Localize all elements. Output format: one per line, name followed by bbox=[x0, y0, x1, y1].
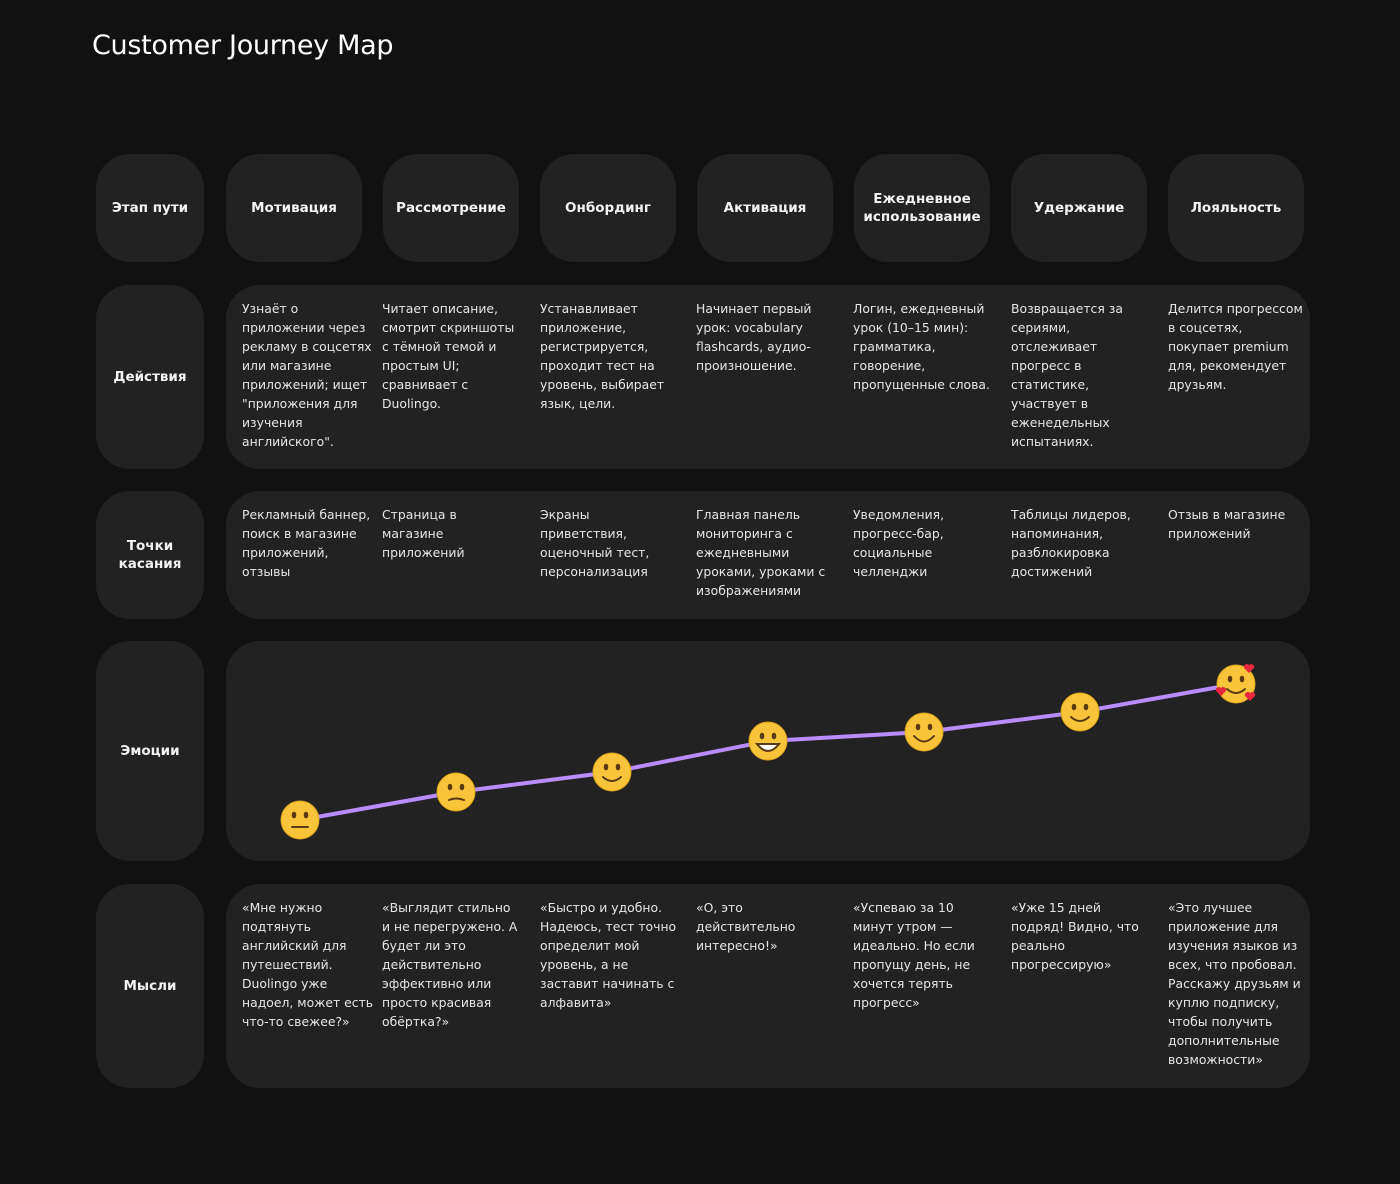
emoji-face bbox=[280, 800, 320, 840]
emoji-eye bbox=[771, 732, 777, 740]
cell-text: «Мне нужно подтянуть английский для путе… bbox=[242, 900, 374, 1029]
row-label: Точки касания bbox=[96, 491, 204, 619]
emoji-heart bbox=[1243, 664, 1255, 673]
emoji-face bbox=[748, 721, 788, 761]
stage-card: Мотивация bbox=[226, 154, 362, 262]
emoji-face bbox=[904, 712, 944, 752]
cell-text: Узнаёт о приложении через рекламу в соцс… bbox=[242, 301, 372, 449]
cell-text: Логин, ежедневный урок (10–15 мин): грам… bbox=[853, 301, 990, 392]
cell-text: «О, это действительно интересно!» bbox=[696, 900, 796, 953]
emoji-mouth bbox=[913, 735, 935, 743]
stage-card: Рассмотрение bbox=[383, 154, 519, 262]
emoji-mouth bbox=[602, 776, 622, 782]
cell-text: Рекламный баннер, поиск в магазине прило… bbox=[242, 507, 371, 579]
cell-text: Читает описание, смотрит скриншоты с тём… bbox=[382, 301, 515, 411]
cell-text: Главная панель мониторинга с ежедневными… bbox=[696, 507, 826, 598]
emoji-heart bbox=[1215, 687, 1227, 696]
stage-card: Онбординг bbox=[540, 154, 676, 262]
emoji-eye bbox=[615, 763, 621, 771]
title: Customer Journey Map bbox=[92, 30, 394, 61]
row-label: Действия bbox=[96, 285, 204, 469]
stage-label: Этап пути bbox=[96, 154, 204, 262]
cell-text: «Это лучшее приложение для изучения язык… bbox=[1168, 900, 1301, 1067]
emoji-eye bbox=[915, 723, 921, 731]
cell-text: «Успеваю за 10 минут утром — идеально. Н… bbox=[853, 900, 975, 1010]
emoji-eye bbox=[303, 811, 309, 819]
emoji-eye bbox=[759, 732, 765, 740]
cell-text: «Уже 15 дней подряд! Видно, что реально … bbox=[1011, 900, 1139, 972]
cell-text: Уведомления, прогресс-бар, социальные че… bbox=[853, 507, 945, 579]
stage-card: Ежедневное использование bbox=[854, 154, 990, 262]
cell-text: Устанавливает приложение, регистрируется… bbox=[540, 301, 665, 411]
emoji-eye bbox=[291, 811, 297, 819]
cell-text: Делится прогрессом в соцсетях, покупает … bbox=[1168, 301, 1303, 392]
emoji-mouth bbox=[1070, 716, 1090, 722]
emoji-eye bbox=[1071, 703, 1077, 711]
emoji-face bbox=[436, 772, 476, 812]
cell-text: Начинает первый урок: vocabulary flashca… bbox=[696, 301, 812, 373]
emoji-eye bbox=[1083, 703, 1089, 711]
stage-card: Удержание bbox=[1011, 154, 1147, 262]
emoji-eye bbox=[459, 783, 465, 791]
row-panel bbox=[226, 884, 1310, 1088]
emoji-eye bbox=[927, 723, 933, 731]
emoji-mouth bbox=[448, 797, 465, 801]
cell-text: Таблицы лидеров, напоминания, разблокиро… bbox=[1011, 507, 1131, 579]
emoji-mouth bbox=[1226, 688, 1246, 694]
row-panel bbox=[226, 285, 1310, 469]
stage-card: Активация bbox=[697, 154, 833, 262]
emoji-heart bbox=[1244, 692, 1256, 701]
cell-text: «Выглядит стильно и не перегружено. А бу… bbox=[382, 900, 518, 1029]
emoji-eye bbox=[447, 783, 453, 791]
emoji-mouth bbox=[754, 743, 782, 752]
emoji-face bbox=[592, 752, 632, 792]
row-label: Мысли bbox=[96, 884, 204, 1088]
cell-text: Страница в магазине приложений bbox=[382, 507, 465, 560]
emoji-face bbox=[1060, 692, 1100, 732]
cell-text: Экраны приветствия, оценочный тест, перс… bbox=[540, 507, 650, 579]
cell-text: Возвращается за сериями, отслеживает про… bbox=[1011, 301, 1123, 449]
emoji-eye bbox=[603, 763, 609, 771]
emoji-eye bbox=[1239, 675, 1245, 683]
row-panel bbox=[226, 491, 1310, 619]
stage-card: Лояльность bbox=[1168, 154, 1304, 262]
row-label: Эмоции bbox=[96, 641, 204, 861]
emoji-eye bbox=[1227, 675, 1233, 683]
cell-text: Отзыв в магазине приложений bbox=[1168, 507, 1286, 541]
cell-text: «Быстро и удобно. Надеюсь, тест точно оп… bbox=[540, 900, 677, 1010]
